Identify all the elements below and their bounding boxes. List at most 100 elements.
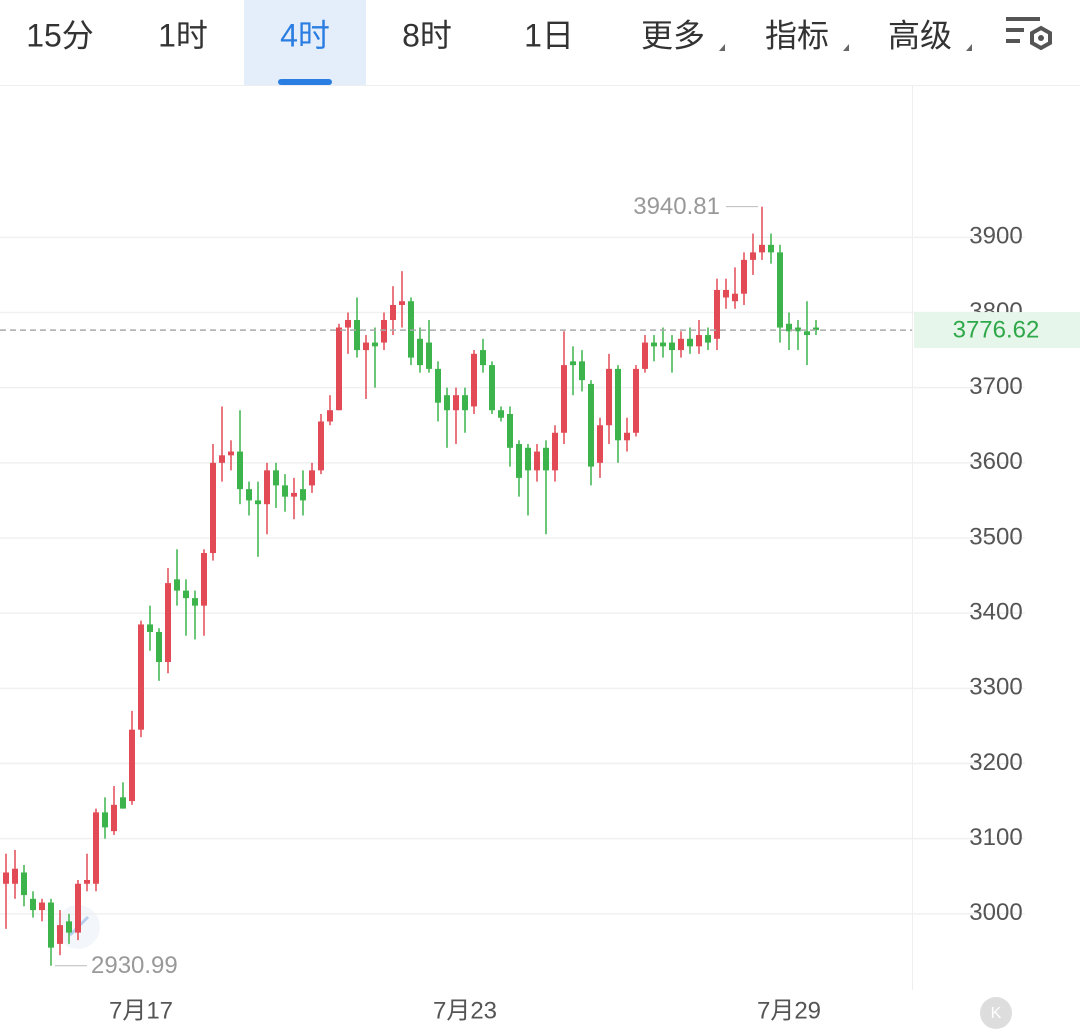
candle-body <box>813 327 819 331</box>
candle-body <box>525 447 531 471</box>
candle-body <box>354 320 360 351</box>
tab[interactable]: 更多 <box>641 17 705 53</box>
candle-body <box>282 485 288 497</box>
candle-body <box>804 331 810 336</box>
candle-body <box>174 579 180 591</box>
candle-body <box>309 470 315 486</box>
tab-dropdown-arrow <box>719 44 725 51</box>
candle-body <box>552 432 558 471</box>
candle-body <box>273 470 279 486</box>
candle-body <box>21 872 27 896</box>
candle-body <box>102 812 108 828</box>
candle-body <box>138 624 144 730</box>
svg-text:K: K <box>991 1005 1002 1022</box>
candle-body <box>426 342 432 369</box>
candle-body <box>255 500 261 505</box>
candle-body <box>435 368 441 403</box>
candle-body <box>750 252 756 260</box>
candle-body <box>579 361 585 381</box>
candle-body <box>57 925 63 944</box>
candle-body <box>534 451 540 471</box>
candle-body <box>75 883 81 933</box>
candle-body <box>597 425 603 463</box>
x-tick-label: 7月29 <box>757 997 821 1024</box>
y-tick-label: 3300 <box>969 674 1022 701</box>
candle-body <box>570 361 576 366</box>
candle-body <box>786 323 792 332</box>
candle-body <box>705 335 711 343</box>
k-button[interactable]: K <box>980 997 1012 1029</box>
x-tick-label: 7月17 <box>109 997 173 1024</box>
y-tick-label: 3900 <box>969 223 1022 250</box>
tab[interactable]: 8时 <box>402 17 452 53</box>
candle-body <box>732 293 738 302</box>
candle-body <box>39 902 45 911</box>
candle-body <box>201 553 207 606</box>
candle-body <box>372 342 378 347</box>
candle-body <box>561 365 567 433</box>
candle-body <box>660 342 666 347</box>
settings-icon[interactable] <box>1006 17 1052 51</box>
candle-body <box>489 365 495 411</box>
candle-body <box>228 451 234 456</box>
candle-body <box>615 368 621 441</box>
low-label: 2930.99 <box>91 952 178 979</box>
candle-body <box>3 872 9 884</box>
candle-body <box>381 320 387 343</box>
candle-body <box>156 631 162 663</box>
last-price-box <box>914 312 1080 349</box>
candle-body <box>588 383 594 467</box>
active-tab-indicator <box>278 79 332 85</box>
candle-body <box>642 342 648 369</box>
candle-body <box>606 368 612 426</box>
candle-body <box>633 368 639 433</box>
candle-body <box>462 395 468 411</box>
last-price-label: 3776.62 <box>953 316 1040 343</box>
candle-body <box>84 880 90 884</box>
candle-body <box>48 902 54 948</box>
candle-body <box>714 289 720 339</box>
tab[interactable]: 1日 <box>524 17 574 53</box>
candle-body <box>399 301 405 305</box>
x-tick-label: 7月23 <box>433 997 497 1024</box>
candle-body <box>696 335 702 347</box>
tab[interactable]: 15分 <box>26 17 94 53</box>
tab[interactable]: 高级 <box>888 17 952 53</box>
candle-body <box>210 462 216 554</box>
candle-body <box>624 432 630 441</box>
candle-body <box>687 338 693 347</box>
candle-body <box>507 413 513 448</box>
y-tick-label: 3000 <box>969 899 1022 926</box>
y-tick-label: 3100 <box>969 824 1022 851</box>
candle-body <box>93 812 99 884</box>
candle-body <box>30 898 36 911</box>
y-tick-label: 3500 <box>969 523 1022 550</box>
candle-body <box>417 338 423 366</box>
candle-body <box>120 797 126 809</box>
candle-body <box>291 492 297 497</box>
y-tick-label: 3200 <box>969 749 1022 776</box>
candle-body <box>336 327 342 411</box>
tab[interactable]: 1时 <box>158 17 208 53</box>
active-tab-bg <box>244 0 366 85</box>
candle-body <box>471 353 477 407</box>
candle-body <box>390 304 396 321</box>
candle-body <box>12 868 18 884</box>
tab[interactable]: 4时 <box>280 17 330 53</box>
y-tick-label: 3400 <box>969 599 1022 626</box>
candle-body <box>111 804 117 832</box>
tab[interactable]: 指标 <box>765 17 829 53</box>
candle-body <box>318 421 324 471</box>
candle-body <box>327 410 333 422</box>
tab-dropdown-arrow <box>843 44 849 51</box>
candle-body <box>237 451 243 490</box>
high-label: 3940.81 <box>633 193 720 220</box>
candle-body <box>516 444 522 478</box>
candle-body <box>183 590 189 599</box>
candle-body <box>543 447 549 471</box>
candle-body <box>165 583 171 663</box>
candle-body <box>678 338 684 351</box>
tab-dropdown-arrow <box>966 44 972 51</box>
candle-body <box>768 244 774 253</box>
